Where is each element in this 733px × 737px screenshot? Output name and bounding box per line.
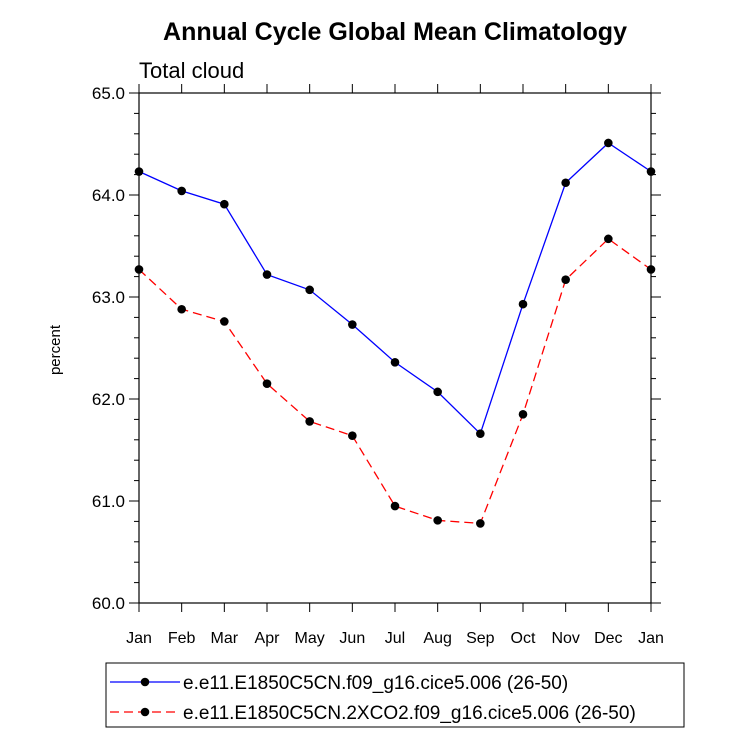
y-tick-label: 64.0 — [92, 186, 125, 205]
y-tick-label: 65.0 — [92, 84, 125, 103]
x-tick-label: Jan — [126, 630, 152, 647]
data-point-series-1 — [518, 299, 528, 309]
data-point-series-2 — [262, 379, 272, 389]
data-point-series-2 — [177, 304, 186, 314]
data-point-series-2 — [390, 501, 400, 511]
x-tick-label: Jun — [339, 630, 365, 647]
legend-marker-1 — [140, 677, 150, 687]
x-tick-label: Dec — [594, 630, 622, 647]
x-tick-label: Apr — [255, 630, 281, 647]
x-tick-label: Jan — [638, 630, 664, 647]
data-point-series-2 — [476, 519, 485, 528]
x-tick-label: Feb — [168, 630, 196, 647]
data-point-series-1 — [390, 357, 400, 367]
data-point-series-2 — [604, 234, 613, 244]
x-tick-label: Mar — [211, 630, 239, 647]
legend-box — [105, 662, 685, 728]
axis-ticks: 60.0 61.0 62.0 63.0 64.0 65.0 Jan Feb Mar Apr May J… — [92, 84, 664, 647]
data-point-series-1 — [433, 387, 442, 397]
data-point-series-2 — [305, 417, 314, 426]
data-point-series-2 — [433, 516, 442, 525]
data-point-series-1 — [305, 285, 314, 295]
series-line-2 — [138, 238, 652, 525]
data-point-series-1 — [476, 429, 485, 438]
y-tick-label: 63.0 — [92, 288, 125, 307]
y-tick-label: 60.0 — [92, 594, 125, 613]
x-tick-label: Jul — [385, 630, 405, 647]
chart-title: Annual Cycle Global Mean Climatology — [163, 18, 627, 46]
data-point-series-1 — [646, 167, 656, 176]
x-tick-label: Oct — [511, 630, 536, 647]
legend-marker-2 — [140, 707, 150, 717]
data-point-series-1 — [177, 186, 186, 196]
x-tick-label: May — [295, 630, 325, 647]
data-point-series-1 — [604, 138, 613, 148]
y-tick-label: 61.0 — [92, 492, 125, 511]
data-point-series-1 — [348, 320, 357, 329]
data-point-series-2 — [134, 265, 144, 274]
data-point-series-1 — [561, 178, 570, 188]
legend: e.e11.E1850C5CN.f09_g16.cice5.006 (26-50… — [110, 673, 636, 724]
y-tick-label: 62.0 — [92, 390, 125, 409]
y-axis-label: percent — [47, 324, 64, 375]
legend-label-1: e.e11.E1850C5CN.f09_g16.cice5.006 (26-50… — [183, 673, 568, 694]
data-point-series-2 — [561, 275, 570, 284]
data-point-series-2 — [518, 410, 528, 419]
series-line-1 — [138, 142, 652, 435]
legend-label-2: e.e11.E1850C5CN.2XCO2.f09_g16.cice5.006 … — [183, 703, 636, 724]
data-point-series-2 — [220, 317, 229, 326]
chart-subtitle: Total cloud — [139, 58, 244, 83]
x-tick-label: Aug — [423, 630, 451, 647]
x-tick-label: Nov — [551, 630, 579, 647]
series-group — [134, 138, 656, 528]
plot-frame — [138, 92, 652, 604]
data-point-series-1 — [262, 270, 272, 279]
data-point-series-1 — [220, 199, 229, 209]
data-point-series-2 — [646, 265, 656, 274]
data-point-series-1 — [134, 167, 144, 176]
data-point-series-2 — [348, 431, 357, 441]
x-tick-label: Sep — [466, 630, 495, 647]
